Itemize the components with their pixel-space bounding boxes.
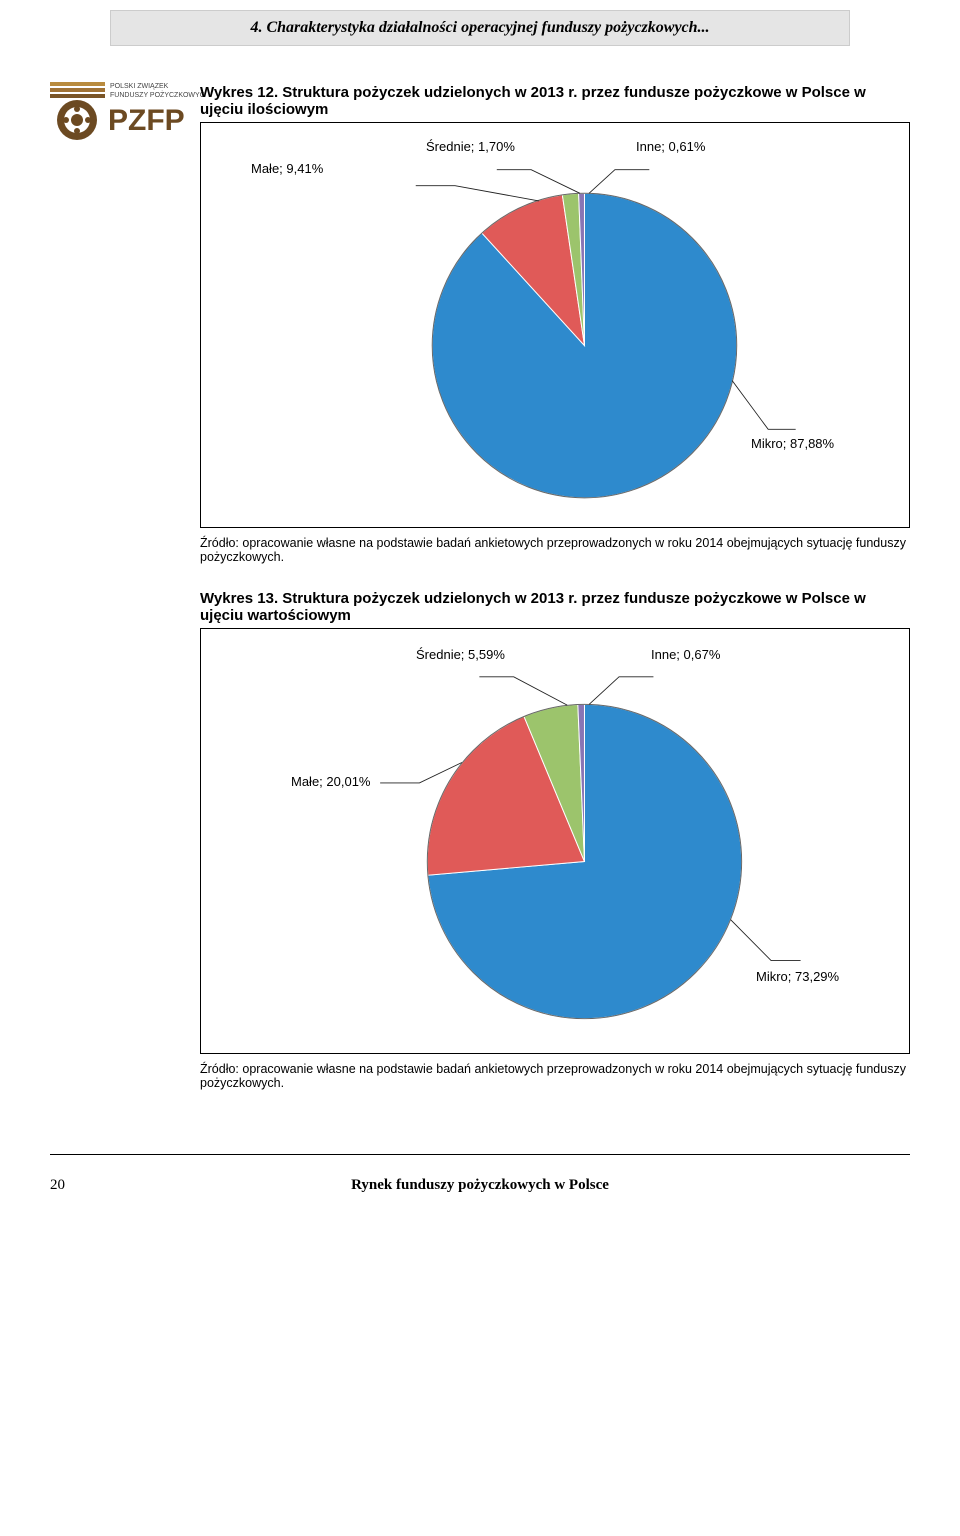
slice-label: Średnie; 5,59% — [416, 647, 505, 662]
page: 4. Charakterystyka działalności operacyj… — [0, 10, 960, 1134]
figure-12-chart: Mikro; 87,88% Małe; 9,41% Średnie; 1,70% In… — [200, 122, 910, 528]
running-title: Rynek funduszy pożyczkowych w Polsce — [0, 1177, 960, 1194]
svg-text:FUNDUSZY POŻYCZKOWYCH: FUNDUSZY POŻYCZKOWYCH — [110, 90, 205, 99]
slice-label: Małe; 20,01% — [291, 774, 371, 789]
section-header: 4. Charakterystyka działalności operacyj… — [110, 10, 850, 46]
svg-text:PZFP: PZFP — [108, 104, 185, 137]
svg-text:POLSKI ZWIĄZEK: POLSKI ZWIĄZEK — [110, 83, 169, 90]
footer: 20 Rynek funduszy pożyczkowych w Polsce — [0, 1154, 960, 1208]
figure-12-title: Wykres 12. Struktura pożyczek udzielonyc… — [200, 84, 910, 118]
figure-13-source: Źródło: opracowanie własne na podstawie … — [200, 1062, 910, 1090]
slice-label: Mikro; 73,29% — [756, 969, 839, 984]
slice-label: Mikro; 87,88% — [751, 436, 834, 451]
slice-label: Małe; 9,41% — [251, 161, 323, 176]
slice-label: Średnie; 1,70% — [426, 139, 515, 154]
pzfp-logo: POLSKI ZWIĄZEK FUNDUSZY POŻYCZKOWYCH PZF… — [50, 76, 205, 148]
figure-13-chart: Mikro; 73,29% Małe; 20,01% Średnie; 5,59% I… — [200, 628, 910, 1054]
figure-12-source: Źródło: opracowanie własne na podstawie … — [200, 536, 910, 564]
content-area: Wykres 12. Struktura pożyczek udzielonyc… — [200, 84, 910, 1090]
slice-label: Inne; 0,67% — [651, 647, 720, 662]
figure-13-title: Wykres 13. Struktura pożyczek udzielonyc… — [200, 590, 910, 624]
slice-label: Inne; 0,61% — [636, 139, 705, 154]
